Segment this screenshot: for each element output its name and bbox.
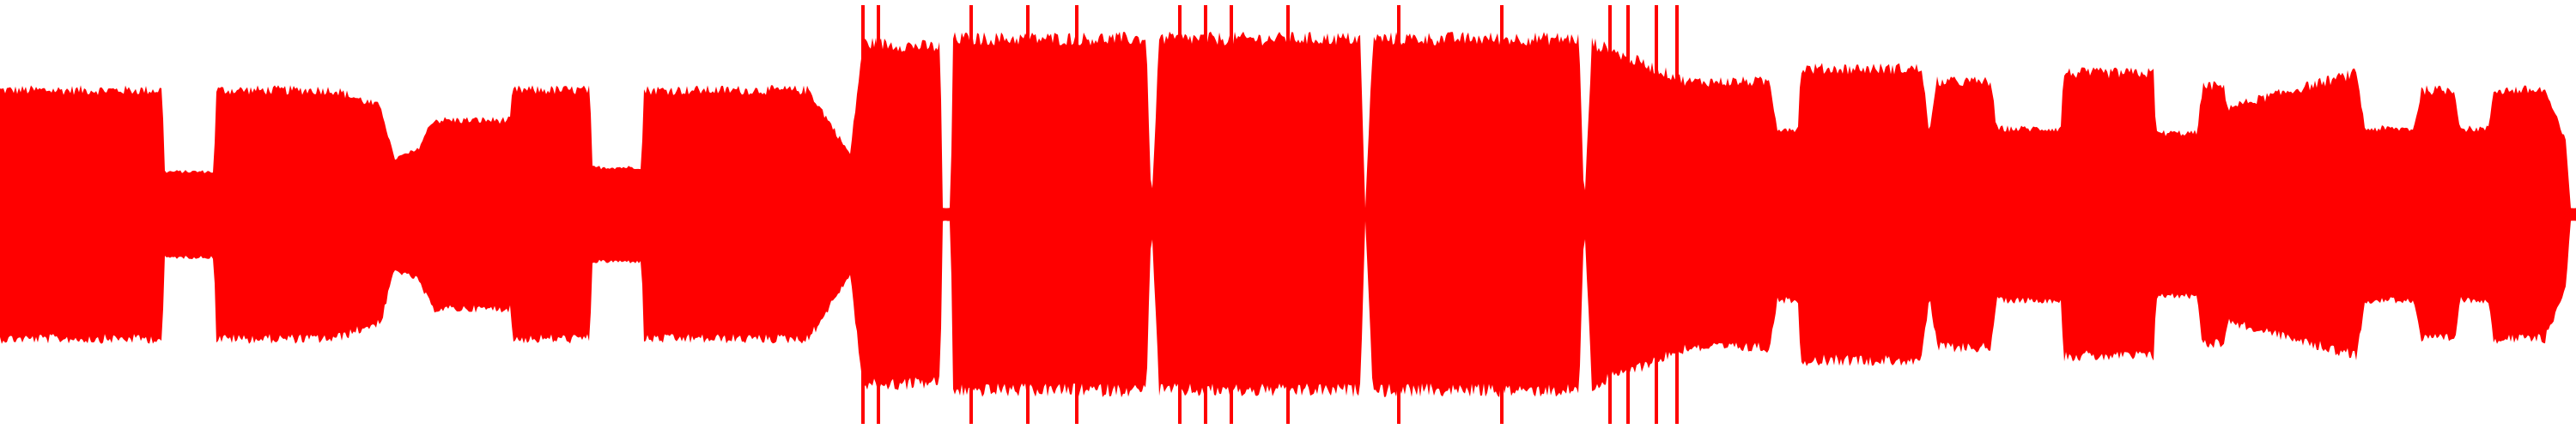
waveform-peak xyxy=(1608,5,1612,424)
waveform-peak xyxy=(1397,5,1400,424)
waveform-peak xyxy=(969,5,973,424)
waveform-peaks xyxy=(861,5,1679,424)
waveform-peak xyxy=(877,5,880,424)
waveform-peak xyxy=(1178,5,1182,424)
waveform-peak xyxy=(1026,5,1030,424)
waveform-peak xyxy=(1230,5,1233,424)
waveform-peak xyxy=(1204,5,1207,424)
waveform-peak xyxy=(1286,5,1290,424)
waveform-peak xyxy=(1675,5,1679,424)
waveform-peak xyxy=(1075,5,1078,424)
waveform-peak xyxy=(1500,5,1504,424)
waveform-peak xyxy=(1626,5,1630,424)
waveform-peak xyxy=(861,5,865,424)
waveform-peak xyxy=(1655,5,1658,424)
